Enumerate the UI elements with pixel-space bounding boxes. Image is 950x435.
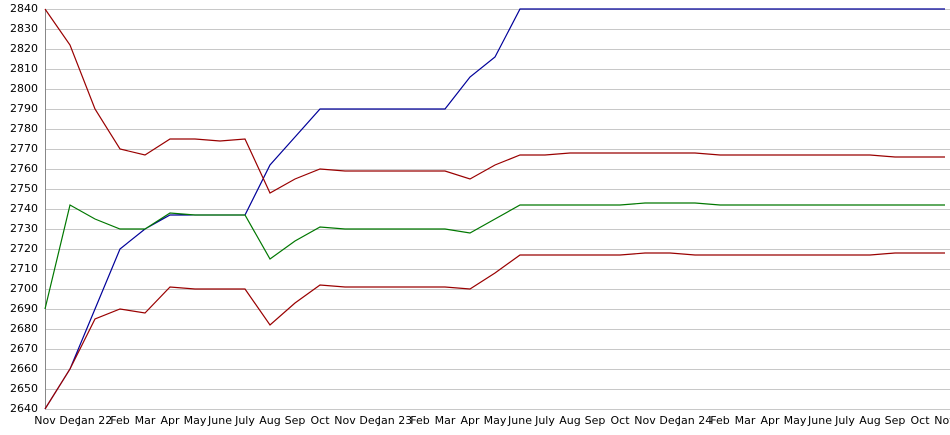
y-tick-label: 2740 xyxy=(10,202,38,215)
y-tick-label: 2670 xyxy=(10,342,38,355)
x-tick-label: Dec xyxy=(59,414,80,427)
x-tick-label: Oct xyxy=(610,414,630,427)
x-tick-label: June xyxy=(807,414,832,427)
x-tick-label: June xyxy=(507,414,532,427)
x-tick-label: Mar xyxy=(435,414,456,427)
y-tick-label: 2640 xyxy=(10,402,38,415)
y-tick-label: 2800 xyxy=(10,82,38,95)
y-tick-label: 2690 xyxy=(10,302,38,315)
y-tick-label: 2660 xyxy=(10,362,38,375)
y-tick-label: 2840 xyxy=(10,2,38,15)
x-tick-label: Dec xyxy=(659,414,680,427)
y-tick-label: 2810 xyxy=(10,62,38,75)
x-tick-label: Aug xyxy=(259,414,280,427)
x-tick-label: Jan 24 xyxy=(677,414,712,427)
y-tick-label: 2760 xyxy=(10,162,38,175)
x-tick-label: Oct xyxy=(310,414,330,427)
x-tick-label: Jan 22 xyxy=(77,414,112,427)
x-tick-label: May xyxy=(484,414,507,427)
y-tick-label: 2650 xyxy=(10,382,38,395)
x-tick-label: Sep xyxy=(585,414,606,427)
y-tick-label: 2710 xyxy=(10,262,38,275)
x-tick-label: May xyxy=(184,414,207,427)
x-tick-label: July xyxy=(834,414,855,427)
x-tick-label: Jan 23 xyxy=(377,414,412,427)
series-line xyxy=(44,252,945,410)
y-tick-label: 2750 xyxy=(10,182,38,195)
y-tick-label: 2730 xyxy=(10,222,38,235)
x-tick-label: Nov xyxy=(34,414,56,427)
series-line xyxy=(44,8,945,194)
x-tick-label: Aug xyxy=(559,414,580,427)
x-tick-label: Apr xyxy=(760,414,780,427)
y-tick-label: 2720 xyxy=(10,242,38,255)
x-tick-label: Sep xyxy=(885,414,906,427)
x-tick-label: May xyxy=(784,414,807,427)
x-tick-label: Feb xyxy=(410,414,429,427)
x-tick-label: Dec xyxy=(359,414,380,427)
x-tick-label: Nov xyxy=(934,414,950,427)
x-tick-label: Feb xyxy=(110,414,129,427)
series-line xyxy=(44,202,945,310)
y-tick-label: 2790 xyxy=(10,102,38,115)
x-tick-label: Feb xyxy=(710,414,729,427)
y-tick-label: 2820 xyxy=(10,42,38,55)
x-tick-label: Mar xyxy=(735,414,756,427)
x-tick-label: Nov xyxy=(334,414,356,427)
x-tick-label: Apr xyxy=(460,414,480,427)
y-tick-label: 2680 xyxy=(10,322,38,335)
y-tick-label: 2770 xyxy=(10,142,38,155)
x-tick-label: Nov xyxy=(634,414,656,427)
x-tick-label: June xyxy=(207,414,232,427)
x-tick-label: Apr xyxy=(160,414,180,427)
x-tick-label: Mar xyxy=(135,414,156,427)
x-tick-label: July xyxy=(534,414,555,427)
y-tick-label: 2830 xyxy=(10,22,38,35)
x-tick-label: July xyxy=(234,414,255,427)
x-tick-label: Aug xyxy=(859,414,880,427)
x-tick-label: Oct xyxy=(910,414,930,427)
x-tick-label: Sep xyxy=(285,414,306,427)
y-tick-label: 2780 xyxy=(10,122,38,135)
y-tick-label: 2700 xyxy=(10,282,38,295)
